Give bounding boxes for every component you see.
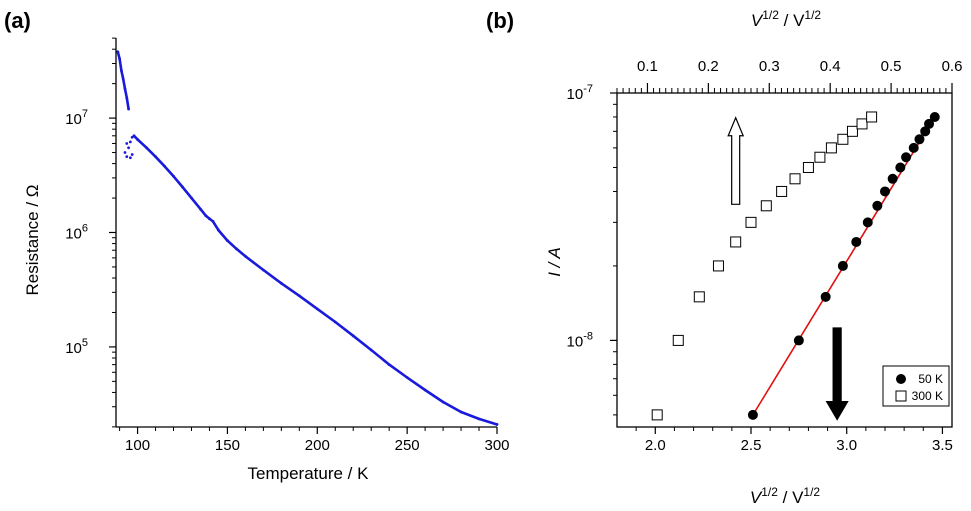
- data-point-300k: [760, 200, 772, 212]
- data-point-50k: [887, 173, 898, 184]
- panel-a-y-tick-label: 107: [65, 108, 88, 128]
- data-point-50k: [793, 335, 804, 346]
- data-point-50k: [747, 409, 758, 420]
- panel-b-y-tick-label: 10-7: [567, 83, 593, 103]
- panel-b: (b) 2.0 2.5 3.0 3.5 0.1 0.2 0.3 0.4 0.5 0.6 10-8 10…: [486, 8, 962, 507]
- data-point-300k: [651, 409, 663, 421]
- data-point-300k: [745, 216, 757, 228]
- data-point-50k: [837, 260, 848, 271]
- x-title-mid: / V: [778, 488, 804, 507]
- data-point-50k: [924, 118, 935, 129]
- panel-b-top-x-axis-title: V1/2 / V1/2: [751, 8, 822, 30]
- panel-b-top-tick-label: 0.6: [942, 58, 963, 75]
- panel-b-plot-frame: [616, 92, 953, 428]
- top-title-sup: 1/2: [762, 8, 779, 22]
- legend-marker-50k: [896, 374, 906, 384]
- data-point-300k: [672, 334, 684, 346]
- panel-b-x-tick-label: 3.5: [932, 437, 953, 454]
- panel-a-curve-low-temp: [116, 50, 130, 111]
- panel-a-x-tick-label: 150: [215, 437, 240, 454]
- data-point-300k: [814, 151, 826, 163]
- panel-a-axes: 100 150 200 250 300 105 106 107: [65, 37, 510, 454]
- panel-a-x-tick-label: 250: [395, 437, 420, 454]
- panel-a-label: (a): [4, 8, 31, 33]
- data-point-50k: [872, 200, 883, 211]
- legend-label-300k: 300 K: [912, 389, 943, 403]
- data-point-50k: [920, 126, 931, 137]
- arrow-down-filled: [825, 327, 849, 421]
- data-point-300k: [789, 173, 801, 185]
- data-point-300k: [776, 185, 788, 197]
- panel-a-curve: [133, 134, 498, 426]
- panel-a-data-point: [130, 153, 134, 156]
- panel-b-top-tick-label: 0.4: [820, 58, 841, 75]
- data-point-300k: [693, 291, 705, 303]
- data-point-300k: [856, 118, 868, 130]
- panel-b-arrows: [727, 116, 849, 421]
- data-point-300k: [837, 133, 849, 145]
- x-title-sup2: 1/2: [803, 485, 820, 499]
- panel-a: (a) 100 150 200 250 300 105 106 107 Temperature…: [4, 8, 510, 483]
- legend-label-50k: 50 K: [918, 372, 943, 386]
- panel-b-x-tick-label: 2.0: [645, 437, 666, 454]
- x-title-v: V: [750, 488, 763, 507]
- panel-b-data-points: [651, 111, 940, 421]
- data-point-50k: [862, 217, 873, 228]
- data-point-50k: [851, 236, 862, 247]
- data-point-300k: [846, 125, 858, 137]
- legend-box: [882, 365, 950, 407]
- panel-a-data-point: [125, 155, 129, 159]
- panel-a-y-tick-label: 106: [65, 223, 88, 243]
- panel-b-label: (b): [486, 8, 514, 33]
- panel-a-y-axis-title: Resistance / Ω: [23, 185, 42, 296]
- panel-a-x-axis-title: Temperature / K: [248, 464, 370, 483]
- data-point-300k: [825, 142, 837, 154]
- panel-a-data-point: [128, 140, 132, 144]
- data-point-300k: [730, 236, 742, 248]
- top-title-sup2: 1/2: [804, 8, 821, 22]
- panel-a-data-point: [128, 156, 132, 160]
- panel-b-x-tick-label: 2.5: [741, 437, 762, 454]
- top-title-mid: / V: [779, 11, 805, 30]
- data-point-50k: [929, 111, 940, 122]
- panel-b-top-tick-label: 0.3: [759, 58, 780, 75]
- panel-a-data-points: [116, 50, 499, 426]
- data-point-50k: [880, 186, 890, 197]
- top-title-v: V: [751, 11, 764, 30]
- data-point-300k: [866, 111, 878, 123]
- panel-b-top-tick-label: 0.5: [881, 58, 902, 75]
- panel-a-data-point: [127, 146, 130, 150]
- data-point-50k: [901, 152, 912, 163]
- panel-a-data-point: [123, 151, 127, 154]
- panel-a-x-tick-label: 200: [305, 437, 330, 454]
- panel-b-y-axis-title: I / A: [545, 247, 564, 277]
- data-point-50k: [908, 142, 919, 153]
- arrow-up-open: [727, 116, 745, 205]
- panel-b-y-tick-label: 10-8: [567, 330, 593, 350]
- legend: 50 K 300 K: [882, 365, 950, 407]
- panel-b-bottom-x-axis-title: V1/2 / V1/2: [750, 485, 821, 507]
- panel-b-axes: 2.0 2.5 3.0 3.5 0.1 0.2 0.3 0.4 0.5 0.6 10-8 10-7: [567, 58, 963, 454]
- data-point-300k: [712, 260, 724, 272]
- panel-b-top-tick-label: 0.2: [698, 58, 719, 75]
- legend-marker-300k: [895, 390, 907, 402]
- panel-a-data-point: [125, 142, 129, 145]
- panel-b-x-tick-label: 3.0: [836, 437, 857, 454]
- panel-a-y-tick-label: 105: [65, 337, 88, 357]
- panel-a-x-tick-label: 300: [484, 437, 509, 454]
- x-title-sup: 1/2: [761, 485, 778, 499]
- data-point-300k: [802, 161, 814, 173]
- data-point-50k: [914, 134, 925, 145]
- panel-a-x-tick-label: 100: [125, 437, 150, 454]
- panel-b-top-tick-label: 0.1: [637, 58, 658, 75]
- data-point-50k: [820, 291, 831, 302]
- data-point-50k: [895, 162, 906, 173]
